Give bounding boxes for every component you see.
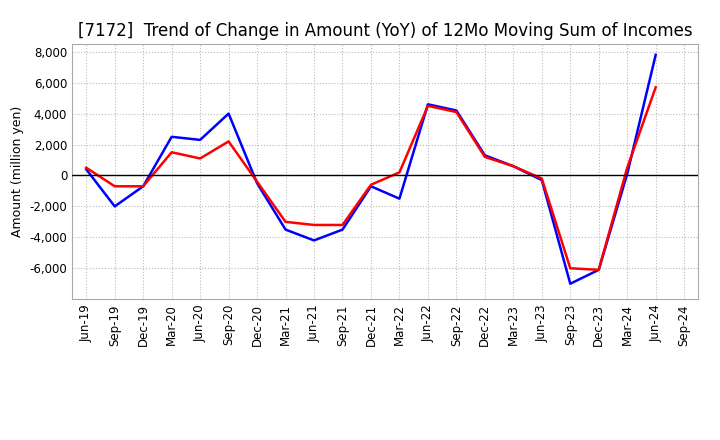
- Ordinary Income: [110, 204, 119, 209]
- Net Income: [537, 176, 546, 181]
- Net Income: [480, 154, 489, 160]
- Title: [7172]  Trend of Change in Amount (YoY) of 12Mo Moving Sum of Incomes: [7172] Trend of Change in Amount (YoY) o…: [78, 22, 693, 40]
- Y-axis label: Amount (million yen): Amount (million yen): [11, 106, 24, 237]
- Net Income: [652, 84, 660, 90]
- Ordinary Income: [395, 196, 404, 202]
- Ordinary Income: [338, 227, 347, 232]
- Ordinary Income: [196, 137, 204, 143]
- Ordinary Income: [282, 227, 290, 232]
- Ordinary Income: [652, 52, 660, 58]
- Legend: Ordinary Income, Net Income: Ordinary Income, Net Income: [230, 439, 540, 440]
- Net Income: [225, 139, 233, 144]
- Ordinary Income: [225, 111, 233, 116]
- Ordinary Income: [366, 183, 375, 189]
- Ordinary Income: [480, 153, 489, 158]
- Net Income: [509, 164, 518, 169]
- Ordinary Income: [253, 180, 261, 186]
- Net Income: [310, 222, 318, 227]
- Net Income: [566, 266, 575, 271]
- Line: Ordinary Income: Ordinary Income: [86, 55, 656, 284]
- Ordinary Income: [595, 267, 603, 272]
- Net Income: [338, 222, 347, 227]
- Ordinary Income: [537, 177, 546, 183]
- Net Income: [82, 165, 91, 170]
- Net Income: [423, 103, 432, 109]
- Net Income: [282, 219, 290, 224]
- Net Income: [452, 110, 461, 115]
- Ordinary Income: [509, 164, 518, 169]
- Ordinary Income: [310, 238, 318, 243]
- Net Income: [595, 267, 603, 272]
- Ordinary Income: [423, 102, 432, 107]
- Ordinary Income: [167, 134, 176, 139]
- Net Income: [167, 150, 176, 155]
- Ordinary Income: [139, 183, 148, 189]
- Ordinary Income: [452, 108, 461, 113]
- Ordinary Income: [82, 167, 91, 172]
- Net Income: [366, 182, 375, 187]
- Ordinary Income: [566, 281, 575, 286]
- Net Income: [623, 165, 631, 170]
- Line: Net Income: Net Income: [86, 87, 656, 270]
- Net Income: [110, 183, 119, 189]
- Net Income: [139, 183, 148, 189]
- Net Income: [253, 179, 261, 184]
- Net Income: [395, 170, 404, 175]
- Ordinary Income: [623, 171, 631, 176]
- Net Income: [196, 156, 204, 161]
